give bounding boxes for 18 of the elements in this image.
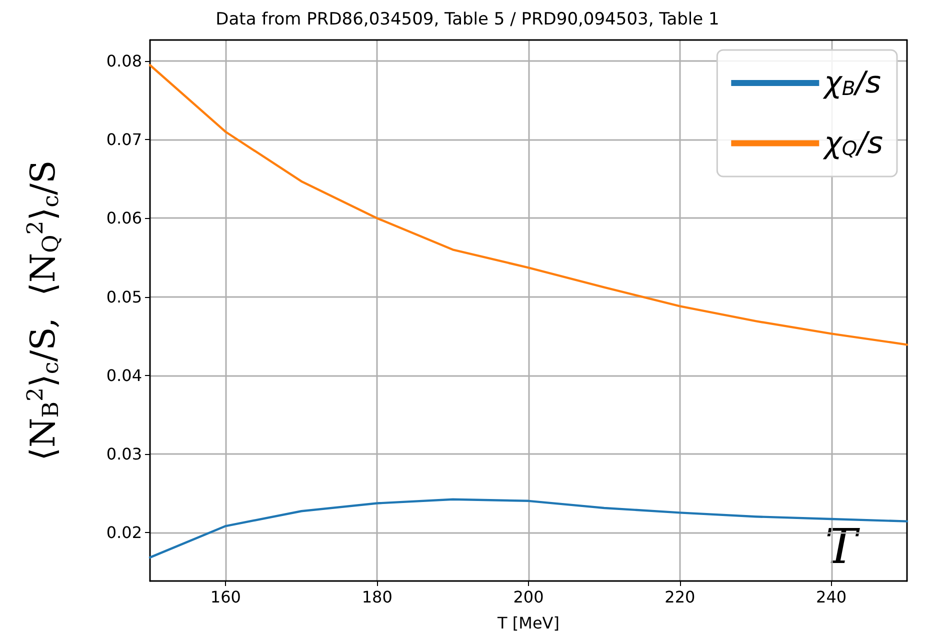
y-tick-label: 0.06 (106, 208, 142, 228)
y-tick-label: 0.08 (106, 52, 142, 71)
line-series (148, 64, 908, 346)
y-tick-label: 0.07 (106, 130, 142, 150)
x-tick-label: 200 (513, 588, 544, 606)
x-tick-label: 180 (362, 588, 392, 606)
x-axis-title: T [MeV] (496, 614, 560, 632)
x-tick-label: 240 (816, 588, 847, 606)
legend-label: χB/s (822, 66, 882, 100)
text: ⟨NB2⟩c/S, ⟨NQ2⟩c/S (22, 160, 64, 461)
y-tick-label: 0.03 (106, 444, 142, 464)
y-tick-label: 0.05 (106, 287, 142, 306)
chart-title: Data from PRD86,034509, Table 5 / PRD90,094503, Table 1 (216, 10, 720, 30)
x-tick-label: 160 (210, 588, 241, 606)
legend-label: χQ/s (822, 126, 884, 161)
y-tick-label: 0.02 (106, 522, 142, 542)
y-tick-label: 0.04 (106, 366, 142, 385)
x-tick-label: 220 (664, 588, 696, 606)
